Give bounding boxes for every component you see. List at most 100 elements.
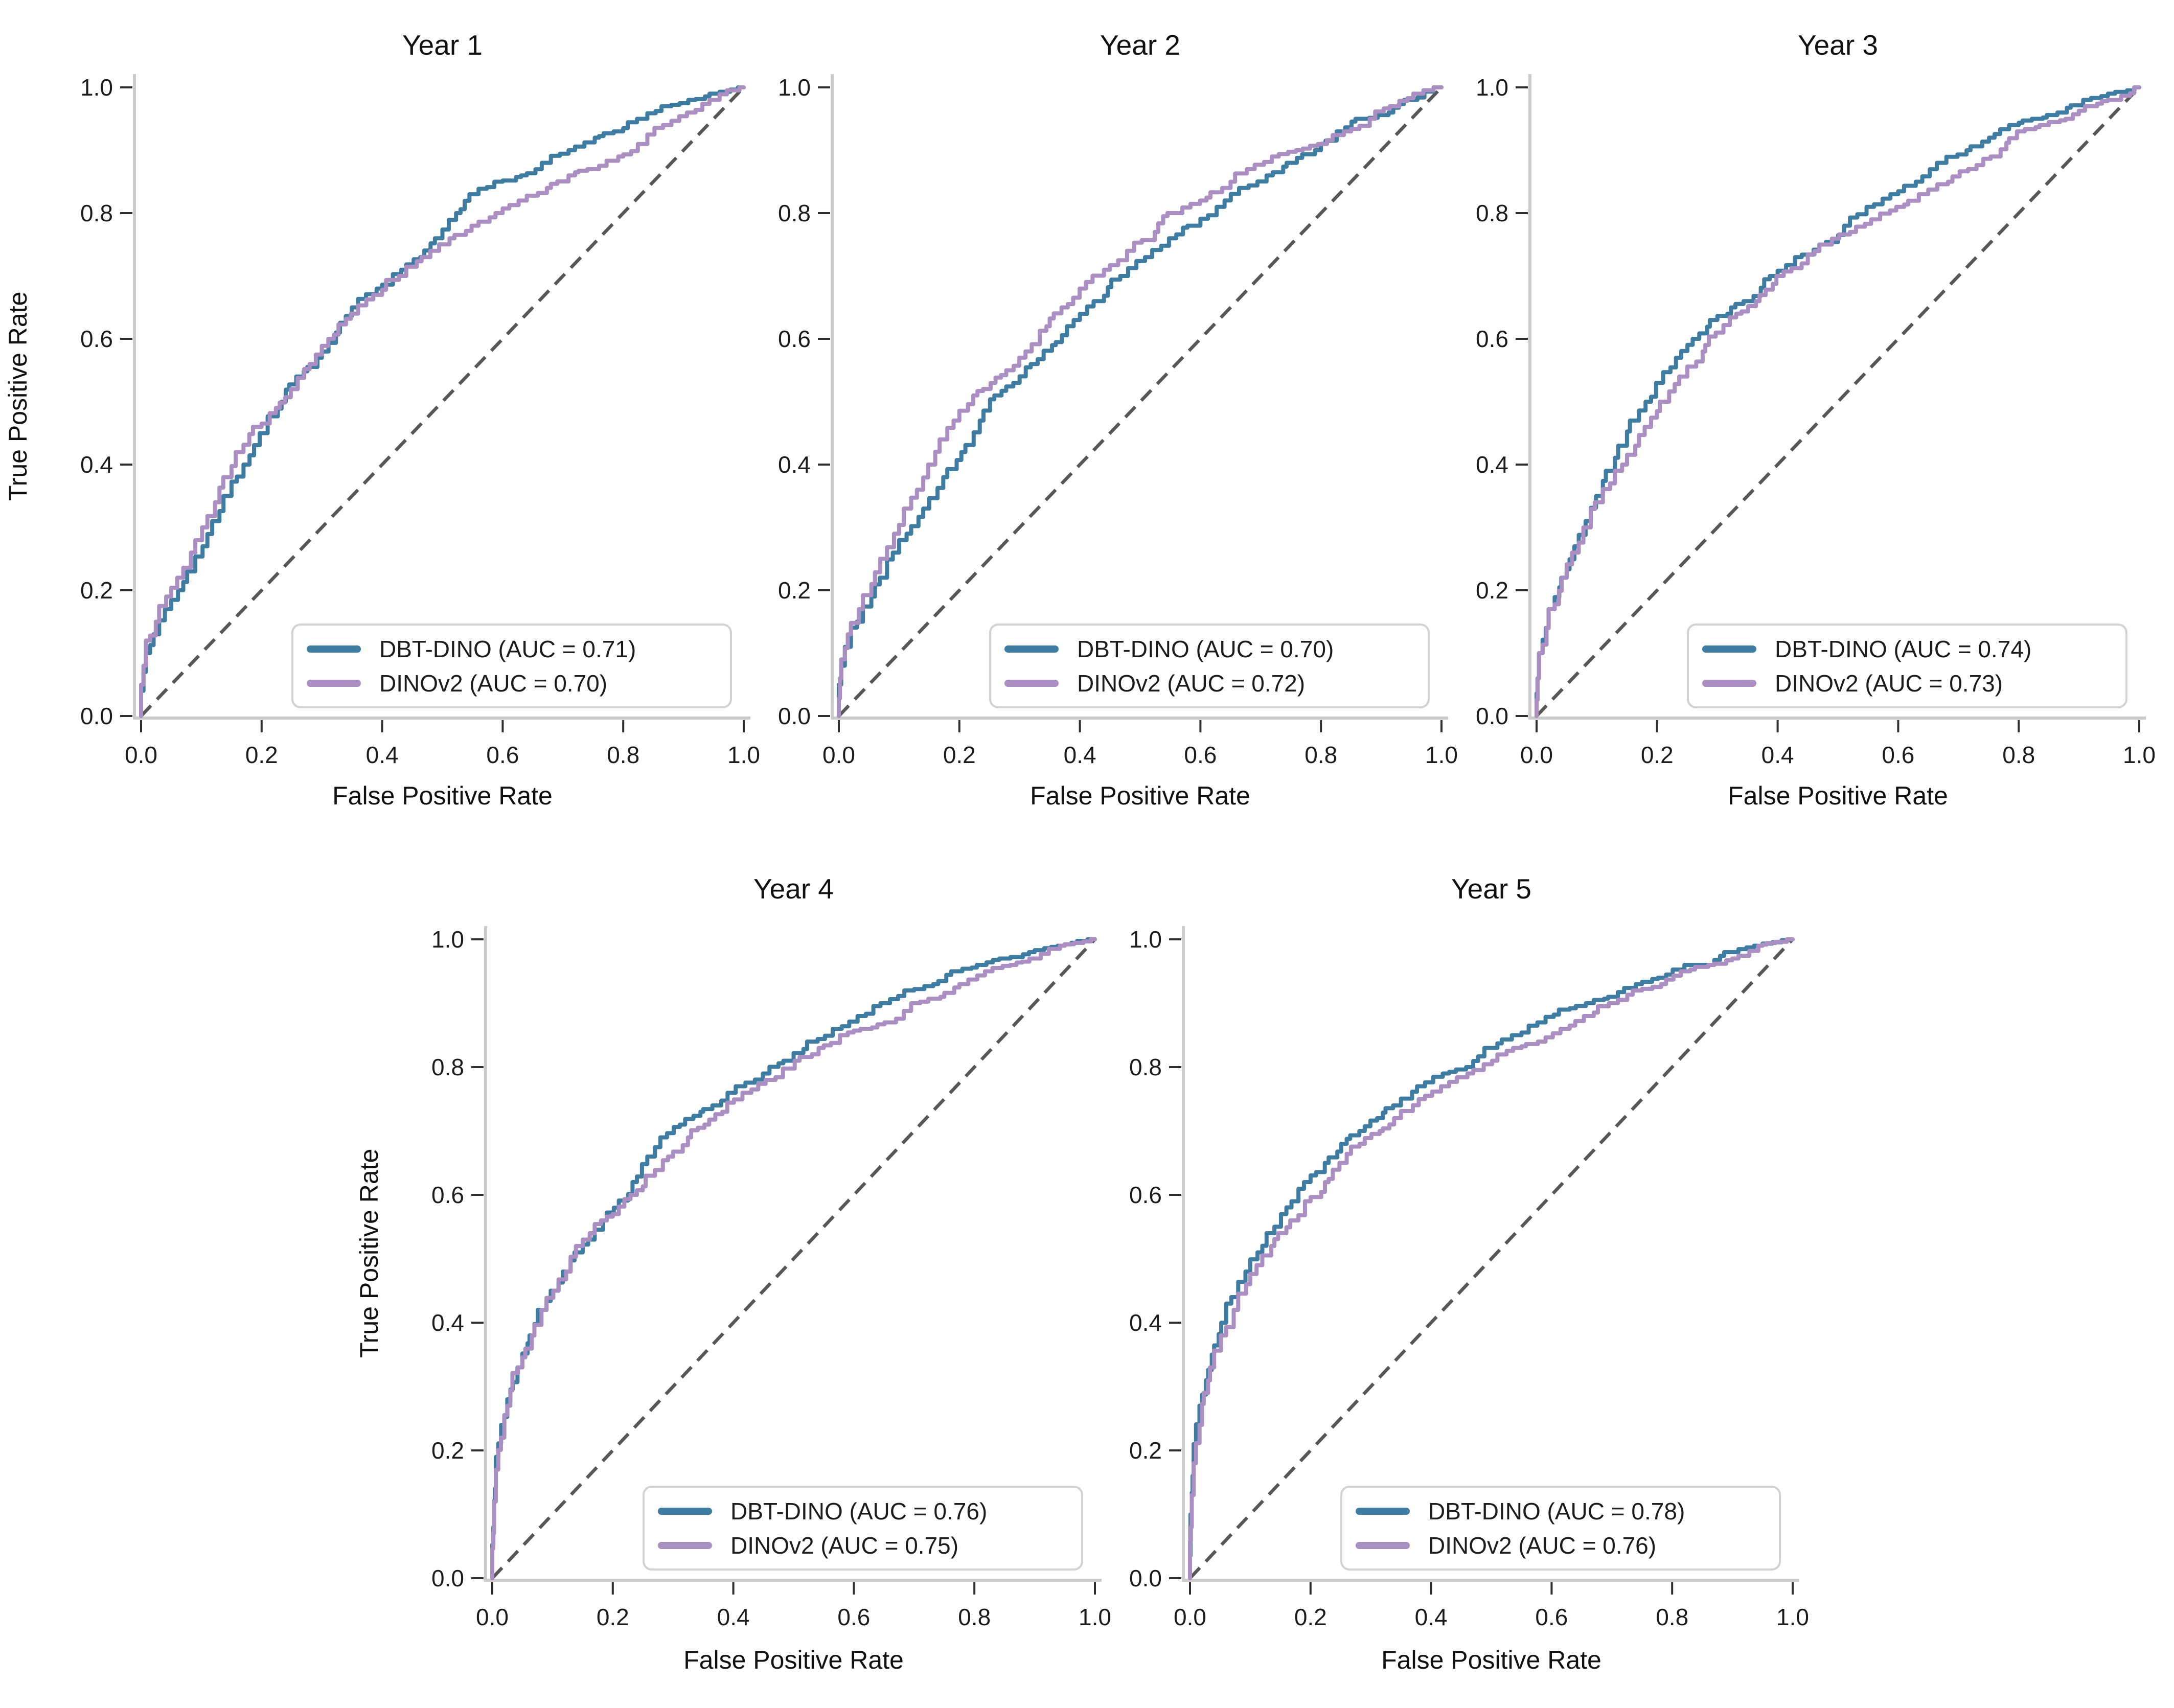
svg-text:0.4: 0.4: [778, 451, 811, 478]
chart-title: Year 5: [1451, 873, 1531, 905]
roc-plot-canvas: 0.0 0.2 0.4 0.6 0.8 1.0 0.0 0.2 0.4 0.6 0.8 1.0: [1476, 74, 2156, 768]
svg-text:0.6: 0.6: [1476, 326, 1508, 352]
legend-line-dbt-dino-icon: [1702, 645, 1756, 653]
svg-text:0.2: 0.2: [943, 742, 976, 768]
svg-text:1.0: 1.0: [80, 74, 113, 101]
legend-label: DINOv2 (AUC = 0.75): [730, 1532, 959, 1559]
svg-text:0.8: 0.8: [607, 742, 639, 768]
svg-text:0.6: 0.6: [837, 1604, 870, 1630]
svg-text:1.0: 1.0: [2123, 742, 2156, 768]
svg-text:0.0: 0.0: [431, 1565, 464, 1591]
legend-label: DBT-DINO (AUC = 0.70): [1077, 635, 1334, 662]
legend-item-dbt-dino: DBT-DINO (AUC = 0.70): [1004, 632, 1423, 666]
svg-text:0.8: 0.8: [1476, 200, 1508, 226]
legend-line-dbt-dino-icon: [1004, 645, 1059, 653]
legend-label: DINOv2 (AUC = 0.72): [1077, 670, 1306, 697]
svg-text:0.4: 0.4: [1064, 742, 1096, 768]
svg-text:1.0: 1.0: [1776, 1604, 1809, 1630]
svg-text:0.2: 0.2: [245, 742, 278, 768]
legend-item-dbt-dino: DBT-DINO (AUC = 0.78): [1356, 1494, 1774, 1528]
legend-item-dinov2: DINOv2 (AUC = 0.73): [1702, 666, 2120, 700]
legend-item-dbt-dino: DBT-DINO (AUC = 0.71): [307, 632, 725, 666]
svg-text:0.2: 0.2: [80, 577, 113, 604]
legend-line-dinov2-icon: [1356, 1541, 1410, 1549]
svg-text:0.6: 0.6: [486, 742, 519, 768]
svg-text:0.8: 0.8: [431, 1054, 464, 1080]
legend-box: DBT-DINO (AUC = 0.70) DINOv2 (AUC = 0.72…: [989, 624, 1430, 708]
legend-item-dinov2: DINOv2 (AUC = 0.76): [1356, 1528, 1774, 1562]
legend-line-dbt-dino-icon: [658, 1507, 712, 1515]
svg-text:1.0: 1.0: [778, 74, 811, 101]
legend-item-dinov2: DINOv2 (AUC = 0.75): [658, 1528, 1076, 1562]
svg-text:0.4: 0.4: [431, 1309, 464, 1336]
svg-text:0.2: 0.2: [1129, 1437, 1162, 1464]
subplot-year-5: Year 5 0.0 0.2 0.4 0.6 0.8 1.0 0.0 0.2 0.4 0.6 0.8…: [1049, 854, 1826, 1708]
svg-text:0.6: 0.6: [431, 1182, 464, 1208]
legend-item-dbt-dino: DBT-DINO (AUC = 0.74): [1702, 632, 2120, 666]
x-axis-label: False Positive Rate: [683, 1646, 904, 1674]
svg-text:0.8: 0.8: [1305, 742, 1337, 768]
legend-item-dbt-dino: DBT-DINO (AUC = 0.76): [658, 1494, 1076, 1528]
legend-line-dinov2-icon: [1004, 679, 1059, 687]
svg-text:0.8: 0.8: [958, 1604, 991, 1630]
legend-label: DBT-DINO (AUC = 0.74): [1775, 635, 2032, 662]
svg-text:0.0: 0.0: [125, 742, 157, 768]
svg-text:0.4: 0.4: [1129, 1309, 1162, 1336]
svg-text:1.0: 1.0: [727, 742, 760, 768]
subplot-year-4: Year 4 True Positive Rate 0.0 0.2 0.4 0.6 0.…: [351, 854, 1128, 1708]
svg-text:0.8: 0.8: [2002, 742, 2035, 768]
svg-text:0.2: 0.2: [597, 1604, 629, 1630]
svg-text:0.8: 0.8: [1656, 1604, 1688, 1630]
x-axis-label: False Positive Rate: [1728, 781, 1948, 810]
chart-title: Year 2: [1100, 29, 1180, 61]
subplot-year-1: Year 1 True Positive Rate 0.0 0.2 0.4 0.6 0.…: [0, 0, 777, 854]
svg-text:0.0: 0.0: [1129, 1565, 1162, 1591]
svg-text:0.4: 0.4: [1476, 451, 1508, 478]
chart-title: Year 3: [1798, 29, 1878, 61]
svg-text:0.0: 0.0: [778, 703, 811, 729]
svg-text:0.6: 0.6: [1129, 1182, 1162, 1208]
subplot-year-3: Year 3 0.0 0.2 0.4 0.6 0.8 1.0 0.0 0.2 0.4 0.6 0.8…: [1395, 0, 2172, 854]
svg-text:0.6: 0.6: [778, 326, 811, 352]
svg-text:0.8: 0.8: [80, 200, 113, 226]
svg-text:0.4: 0.4: [366, 742, 399, 768]
svg-text:0.0: 0.0: [1476, 703, 1508, 729]
svg-text:0.2: 0.2: [778, 577, 811, 604]
legend-box: DBT-DINO (AUC = 0.76) DINOv2 (AUC = 0.75…: [643, 1486, 1083, 1571]
legend-line-dinov2-icon: [1702, 679, 1756, 687]
roc-plot-canvas: 0.0 0.2 0.4 0.6 0.8 1.0 0.0 0.2 0.4 0.6 0.8 1.0: [431, 926, 1111, 1630]
roc-plot-canvas: 0.0 0.2 0.4 0.6 0.8 1.0 0.0 0.2 0.4 0.6 0.8 1.0: [80, 74, 760, 768]
x-axis-label: False Positive Rate: [332, 781, 553, 810]
legend-line-dinov2-icon: [658, 1541, 712, 1549]
legend-line-dbt-dino-icon: [1356, 1507, 1410, 1515]
svg-text:0.4: 0.4: [80, 451, 113, 478]
legend-label: DINOv2 (AUC = 0.70): [379, 670, 608, 697]
svg-text:0.0: 0.0: [80, 703, 113, 729]
svg-text:0.2: 0.2: [1641, 742, 1674, 768]
svg-text:0.4: 0.4: [1761, 742, 1794, 768]
legend-line-dbt-dino-icon: [307, 645, 361, 653]
svg-text:0.0: 0.0: [1174, 1604, 1206, 1630]
svg-text:0.6: 0.6: [1882, 742, 1914, 768]
svg-text:1.0: 1.0: [431, 926, 464, 953]
legend-label: DINOv2 (AUC = 0.73): [1775, 670, 2003, 697]
x-axis-label: False Positive Rate: [1381, 1646, 1601, 1674]
svg-text:0.6: 0.6: [80, 326, 113, 352]
legend-label: DINOv2 (AUC = 0.76): [1428, 1532, 1657, 1559]
svg-text:0.6: 0.6: [1184, 742, 1217, 768]
x-axis-label: False Positive Rate: [1030, 781, 1250, 810]
svg-text:0.4: 0.4: [717, 1604, 750, 1630]
svg-text:0.8: 0.8: [778, 200, 811, 226]
legend-box: DBT-DINO (AUC = 0.74) DINOv2 (AUC = 0.73…: [1687, 624, 2127, 708]
svg-text:0.2: 0.2: [1476, 577, 1508, 604]
legend-label: DBT-DINO (AUC = 0.78): [1428, 1497, 1685, 1525]
legend-line-dinov2-icon: [307, 679, 361, 687]
legend-label: DBT-DINO (AUC = 0.76): [730, 1497, 988, 1525]
svg-text:0.6: 0.6: [1535, 1604, 1568, 1630]
legend-item-dinov2: DINOv2 (AUC = 0.70): [307, 666, 725, 700]
svg-text:0.0: 0.0: [476, 1604, 509, 1630]
svg-text:1.0: 1.0: [1129, 926, 1162, 953]
svg-text:0.2: 0.2: [431, 1437, 464, 1464]
subplot-year-2: Year 2 0.0 0.2 0.4 0.6 0.8 1.0 0.0 0.2 0.4 0.6 0.8…: [698, 0, 1475, 854]
svg-text:1.0: 1.0: [1079, 1604, 1111, 1630]
